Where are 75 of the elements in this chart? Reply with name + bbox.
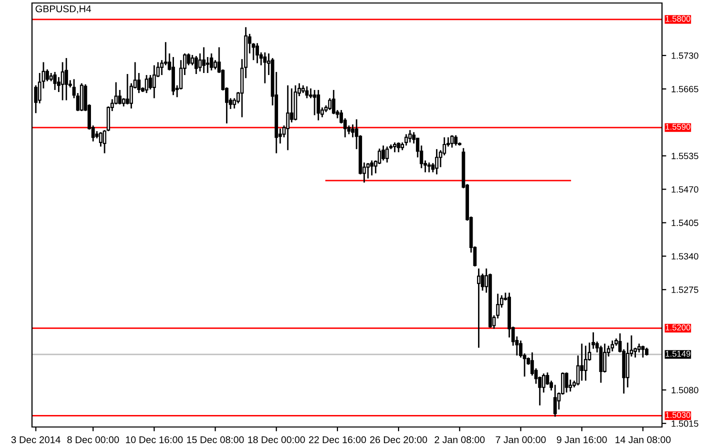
candlestick bbox=[610, 340, 614, 352]
candlestick bbox=[148, 74, 152, 90]
candlestick bbox=[599, 345, 603, 384]
y-tick-label: 1.5015 bbox=[672, 420, 698, 427]
x-tick-label: 8 Dec 00:00 bbox=[67, 436, 119, 444]
ref-line-label: 1.5030 bbox=[666, 412, 690, 418]
candlestick bbox=[312, 89, 316, 116]
y-tick-label: 1.5080 bbox=[672, 386, 698, 394]
candlestick bbox=[309, 88, 312, 99]
candlestick bbox=[316, 89, 320, 122]
candlestick bbox=[99, 131, 102, 148]
candlestick bbox=[435, 148, 438, 176]
candlestick bbox=[53, 71, 57, 91]
candlestick bbox=[454, 134, 458, 146]
ref-line-label: 1.5800 bbox=[666, 16, 690, 22]
candlestick bbox=[126, 73, 130, 106]
candlestick bbox=[404, 134, 408, 146]
x-tick-label: 10 Dec 16:00 bbox=[126, 436, 183, 444]
x-tick-label: 14 Jan 08:00 bbox=[616, 436, 671, 444]
ref-line-label: 1.5149 bbox=[666, 350, 690, 357]
candlestick bbox=[382, 144, 385, 162]
candlestick bbox=[190, 54, 194, 66]
x-tick-label: 22 Dec 16:00 bbox=[309, 436, 366, 444]
candlestick bbox=[214, 59, 217, 70]
candlestick bbox=[477, 268, 480, 348]
candlestick bbox=[194, 55, 198, 75]
candlestick bbox=[256, 42, 259, 64]
x-tick-label: 7 Jan 00:00 bbox=[496, 436, 546, 444]
candlestick bbox=[385, 146, 389, 164]
candlestick bbox=[210, 52, 214, 72]
candlestick bbox=[564, 372, 568, 394]
candlestick bbox=[60, 61, 64, 101]
candlestick bbox=[186, 52, 190, 66]
candlestick bbox=[64, 57, 68, 101]
candlestick bbox=[172, 56, 175, 96]
ref-line-label: 1.5590 bbox=[666, 124, 690, 130]
candlestick bbox=[584, 345, 588, 382]
candlestick bbox=[553, 384, 557, 418]
y-tick-label: 1.5275 bbox=[672, 286, 698, 293]
candlestick bbox=[408, 129, 412, 144]
candlestick bbox=[393, 142, 396, 153]
candlestick bbox=[263, 52, 267, 84]
candlestick bbox=[305, 86, 309, 99]
y-tick-label: 1.5665 bbox=[672, 86, 698, 92]
x-tick-label: 15 Dec 08:00 bbox=[187, 436, 244, 444]
candlestick bbox=[286, 84, 290, 151]
candlestick bbox=[603, 342, 606, 374]
x-tick-label: 18 Dec 00:00 bbox=[248, 436, 305, 444]
y-tick-label: 1.5470 bbox=[672, 186, 698, 193]
ref-line-label: 1.5200 bbox=[666, 324, 690, 330]
candlestick bbox=[351, 124, 354, 138]
candlestick bbox=[370, 160, 374, 176]
candlestick bbox=[46, 68, 49, 82]
x-tick-label: 2 Jan 08:00 bbox=[434, 436, 485, 444]
x-tick-label: 9 Jan 16:00 bbox=[556, 436, 607, 444]
candlestick bbox=[450, 134, 454, 148]
y-tick-label: 1.5730 bbox=[672, 52, 698, 59]
candlestick bbox=[144, 74, 148, 94]
candlestick bbox=[580, 342, 584, 382]
x-tick-label: 3 Dec 2014 bbox=[11, 436, 60, 444]
candlestick bbox=[396, 142, 400, 153]
y-tick-label: 1.5405 bbox=[672, 220, 698, 226]
candlestick bbox=[328, 98, 332, 111]
candlestick bbox=[206, 56, 210, 74]
y-tick-label: 1.5340 bbox=[672, 253, 698, 260]
candlestick bbox=[641, 345, 645, 358]
candlestick bbox=[152, 64, 156, 99]
chart-title: GBPUSD,H4 bbox=[36, 5, 92, 14]
y-tick-label: 1.5535 bbox=[672, 152, 698, 160]
candlestick bbox=[332, 89, 336, 115]
candlestick bbox=[427, 162, 431, 173]
x-tick-label: 26 Dec 20:00 bbox=[370, 436, 428, 444]
candlestick bbox=[366, 162, 370, 180]
candlestick bbox=[202, 46, 206, 74]
candlestick bbox=[118, 89, 122, 106]
